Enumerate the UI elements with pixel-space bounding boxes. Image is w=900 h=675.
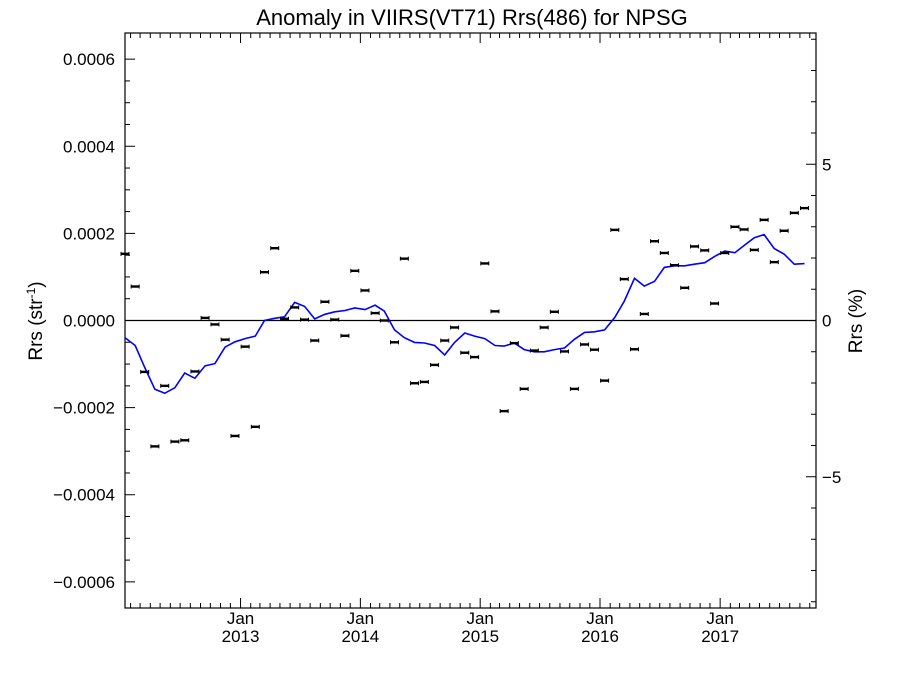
left-tick-label: 0.0004 (63, 137, 115, 156)
data-point (430, 362, 440, 367)
rrs-anomaly-points (120, 206, 810, 449)
right-axis-label: Rrs (%) (846, 289, 867, 353)
x-tick-year: 2015 (461, 627, 499, 646)
data-point (320, 299, 330, 304)
data-point (280, 316, 290, 321)
data-point (220, 337, 230, 342)
data-point (150, 444, 160, 449)
data-point (290, 305, 300, 310)
data-point (539, 325, 549, 330)
data-point (519, 386, 529, 391)
data-point (330, 317, 340, 322)
x-tick-year: 2014 (341, 627, 379, 646)
data-point (170, 439, 180, 444)
left-tick-label: 0.0006 (63, 50, 115, 69)
left-tick-label: −0.0006 (53, 573, 115, 592)
data-point (460, 350, 470, 355)
data-point (350, 268, 360, 273)
percent-anomaly-polyline (124, 233, 805, 395)
data-point (260, 270, 270, 275)
data-point (789, 210, 799, 215)
data-point (200, 315, 210, 320)
data-point (800, 206, 810, 211)
x-tick-year: 2017 (701, 627, 739, 646)
x-tick-month: Jan (347, 609, 374, 628)
left-tick-label: −0.0002 (53, 399, 115, 418)
data-point (180, 438, 190, 443)
data-point (490, 309, 500, 314)
data-point (680, 285, 690, 290)
data-point (250, 424, 260, 429)
data-point (480, 261, 490, 266)
data-point (470, 355, 480, 360)
data-point (160, 383, 170, 388)
data-point (419, 379, 429, 384)
right-tick-label: −5 (822, 468, 841, 487)
data-point (649, 239, 659, 244)
data-point (759, 217, 769, 222)
data-point (560, 349, 570, 354)
data-point (779, 228, 789, 233)
x-tick-year: 2013 (222, 627, 260, 646)
data-point (390, 340, 400, 345)
data-point (340, 333, 350, 338)
data-point (499, 409, 509, 414)
data-point (639, 311, 649, 316)
data-point (700, 248, 710, 253)
left-tick-label: −0.0004 (53, 486, 115, 505)
data-point (600, 378, 610, 383)
percent-anomaly-line (124, 233, 805, 395)
data-point (529, 348, 539, 353)
data-point (710, 301, 720, 306)
data-point (379, 318, 389, 323)
data-point (690, 244, 700, 249)
data-point (739, 227, 749, 232)
right-y-axis: 5 0 −5 (806, 38, 841, 603)
data-point (730, 224, 740, 229)
left-axis-label: Rrs (str-1) (24, 281, 47, 360)
data-point (589, 347, 599, 352)
data-point (670, 263, 680, 268)
data-point (310, 338, 320, 343)
data-point (130, 284, 140, 289)
data-point (270, 246, 280, 251)
data-point (120, 251, 130, 256)
data-point (610, 227, 620, 232)
data-point (370, 311, 380, 316)
data-point (210, 322, 220, 327)
x-tick-month: Jan (466, 609, 493, 628)
data-point (659, 250, 669, 255)
data-point (440, 338, 450, 343)
data-point (140, 369, 150, 374)
left-tick-label: 0.0000 (63, 312, 115, 331)
data-point (580, 342, 590, 347)
data-point (240, 344, 250, 349)
x-tick-month: Jan (227, 609, 254, 628)
x-tick-month: Jan (586, 609, 613, 628)
data-point (569, 386, 579, 391)
left-y-axis: 0.0006 0.0004 0.0002 0.0000 −0.0002 −0.0004 −0… (53, 50, 135, 592)
data-point (629, 347, 639, 352)
data-point (230, 433, 240, 438)
chart-title: Anomaly in VIIRS(VT71) Rrs(486) for NPSG (256, 5, 688, 30)
data-point (399, 256, 409, 261)
right-tick-label: 0 (822, 312, 831, 331)
right-tick-label: 5 (822, 155, 831, 174)
data-point (300, 317, 310, 322)
data-point (549, 309, 559, 314)
data-point (360, 288, 370, 293)
data-point (619, 277, 629, 282)
data-point (749, 247, 759, 252)
data-point (769, 260, 779, 265)
data-point (410, 381, 420, 386)
x-tick-month: Jan (706, 609, 733, 628)
data-point (190, 369, 200, 374)
data-point (720, 250, 730, 255)
x-tick-year: 2016 (581, 627, 619, 646)
data-point (450, 325, 460, 330)
left-tick-label: 0.0002 (63, 224, 115, 243)
data-point (509, 341, 519, 346)
